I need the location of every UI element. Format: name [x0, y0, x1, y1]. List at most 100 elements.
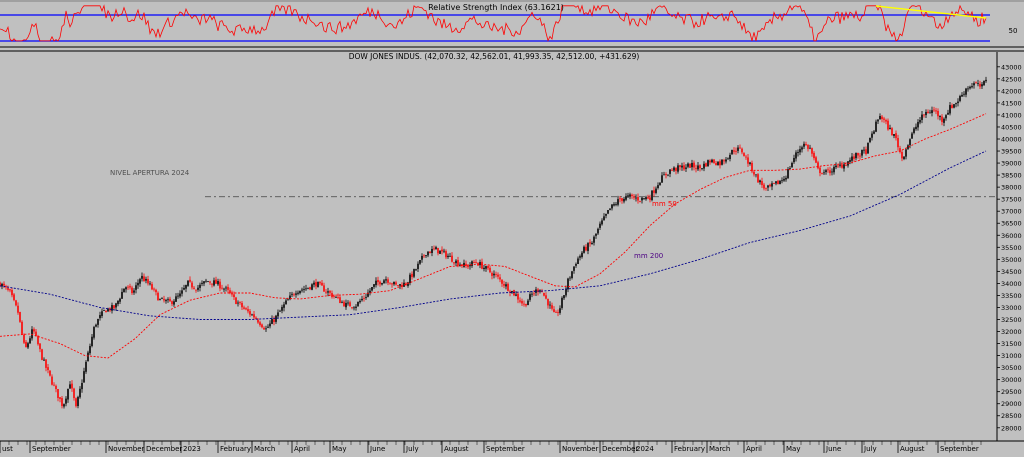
candle-body	[151, 284, 153, 290]
candle-body	[713, 159, 715, 164]
candle-body	[363, 298, 365, 299]
candle-body	[321, 282, 323, 286]
time-tick-label: March	[254, 445, 275, 453]
candle-body	[299, 290, 301, 294]
candle-body	[283, 304, 285, 308]
candle-body	[41, 349, 43, 360]
candle-body	[275, 315, 277, 322]
candle-body	[821, 172, 823, 174]
candle-body	[583, 246, 585, 253]
candle-body	[231, 293, 233, 295]
candle-body	[601, 220, 603, 225]
candle-body	[555, 312, 557, 313]
candle-body	[929, 112, 931, 114]
candle-body	[931, 110, 933, 114]
candle-body	[659, 182, 661, 185]
candle-body	[161, 297, 163, 299]
candle-body	[253, 314, 255, 318]
candle-body	[765, 187, 767, 189]
price-tick-label: 29500	[1001, 388, 1022, 396]
price-tick-label: 42000	[1001, 87, 1022, 95]
price-tick-label: 33000	[1001, 304, 1022, 312]
candle-body	[691, 162, 693, 168]
candle-body	[693, 162, 695, 168]
candle-body	[73, 388, 75, 399]
candle-body	[669, 169, 671, 174]
candle-body	[525, 303, 527, 306]
candle-body	[399, 284, 401, 286]
candle-body	[835, 165, 837, 168]
candle-body	[441, 249, 443, 252]
candle-body	[565, 288, 567, 296]
candle-body	[953, 104, 955, 108]
candle-body	[763, 184, 765, 189]
candle-body	[949, 105, 951, 114]
candle-body	[433, 248, 435, 250]
candle-body	[587, 243, 589, 251]
candle-body	[805, 144, 807, 146]
candle-body	[635, 197, 637, 199]
candle-body	[35, 331, 37, 336]
candle-body	[83, 371, 85, 383]
candle-body	[793, 158, 795, 163]
candle-body	[337, 297, 339, 298]
candle-body	[323, 285, 325, 292]
candle-body	[419, 260, 421, 264]
candle-body	[167, 299, 169, 301]
candle-body	[117, 300, 119, 305]
candle-body	[37, 336, 39, 345]
candle-body	[17, 305, 19, 313]
candle-body	[495, 274, 497, 275]
candle-body	[671, 169, 673, 171]
candle-body	[707, 160, 709, 167]
time-tick-label: June	[825, 445, 841, 453]
candle-body	[281, 306, 283, 311]
candle-body	[747, 157, 749, 164]
candle-body	[891, 128, 893, 136]
candle-body	[393, 281, 395, 285]
candle-body	[437, 247, 439, 254]
candle-body	[95, 324, 97, 327]
candle-body	[21, 321, 23, 334]
candle-body	[927, 111, 929, 114]
candle-body	[701, 168, 703, 169]
candle-body	[255, 317, 257, 319]
candle-body	[627, 195, 629, 197]
candle-body	[371, 287, 373, 291]
candle-body	[351, 307, 353, 309]
candle-body	[489, 267, 491, 273]
candle-body	[895, 133, 897, 139]
candle-body	[921, 114, 923, 120]
candle-body	[69, 384, 71, 389]
candle-body	[25, 341, 27, 348]
candle-body	[837, 165, 839, 167]
candle-body	[93, 327, 95, 338]
candle-body	[585, 246, 587, 251]
price-tick-label: 35500	[1001, 244, 1022, 252]
candle-body	[647, 197, 649, 199]
candle-body	[471, 261, 473, 267]
candle-body	[165, 300, 167, 302]
price-tick-label: 40500	[1001, 123, 1022, 131]
candle-body	[325, 291, 327, 293]
candle-body	[481, 261, 483, 269]
candle-body	[179, 293, 181, 297]
candle-body	[241, 302, 243, 308]
candle-body	[689, 163, 691, 168]
candle-body	[405, 283, 407, 285]
candle-body	[479, 262, 481, 266]
candle-body	[507, 283, 509, 291]
candle-body	[603, 216, 605, 221]
candle-body	[751, 162, 753, 172]
candle-body	[739, 147, 741, 149]
candle-body	[53, 384, 55, 386]
candle-body	[663, 174, 665, 176]
candle-body	[313, 282, 315, 285]
candle-body	[715, 163, 717, 166]
candle-body	[385, 279, 387, 281]
candle-body	[149, 283, 151, 285]
candle-body	[901, 151, 903, 159]
candle-body	[327, 291, 329, 293]
candle-body	[335, 296, 337, 298]
